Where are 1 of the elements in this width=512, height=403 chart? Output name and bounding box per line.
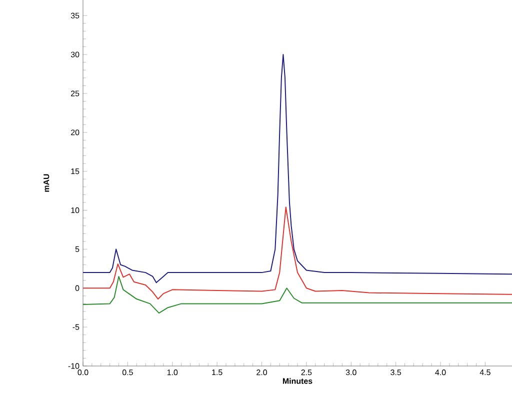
line-series [82,206,512,300]
